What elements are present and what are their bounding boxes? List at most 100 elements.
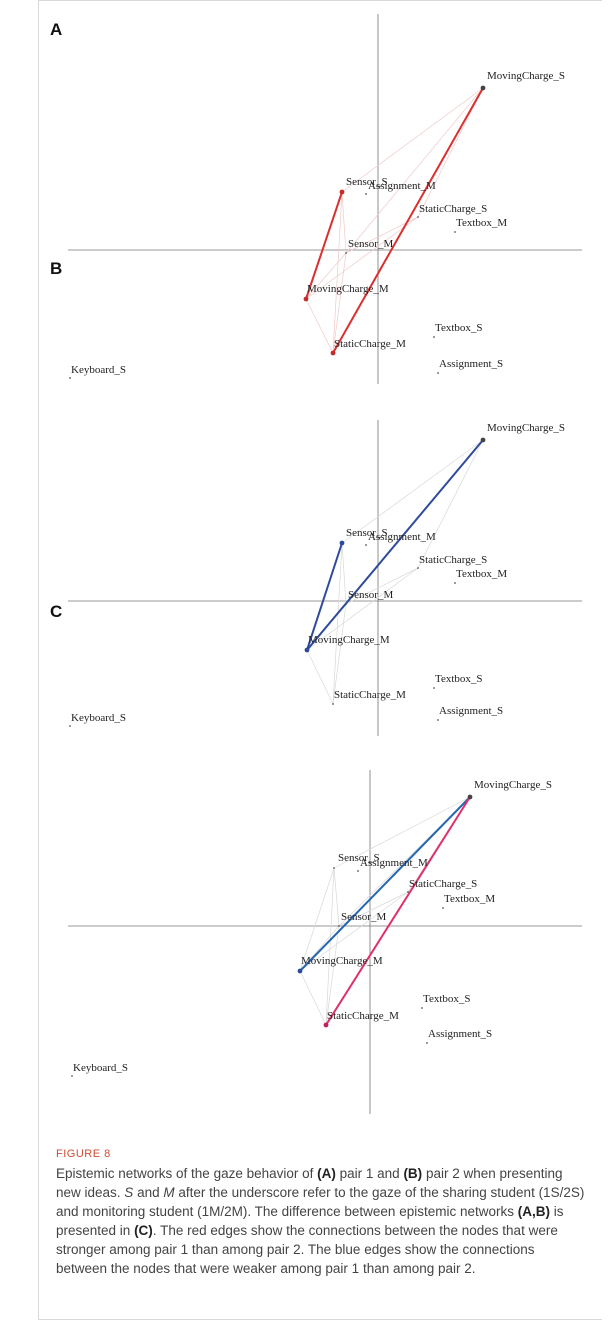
node-label: MovingCharge_S <box>487 422 565 434</box>
panel-letter-c: C <box>50 602 63 621</box>
caption-part: (A) <box>317 1166 336 1181</box>
node-label: Textbox_S <box>435 673 483 685</box>
network-edge-faint <box>332 191 343 354</box>
network-edge-faint <box>333 867 340 927</box>
network-edge-faint <box>341 87 484 193</box>
network-edge-faint <box>325 867 335 1026</box>
network-node <box>437 372 439 374</box>
panel-letter-a: A <box>50 20 63 39</box>
network-edge-faint <box>305 252 347 300</box>
caption-part: pair 1 and <box>335 1166 404 1181</box>
network-edge-strong <box>306 542 343 651</box>
node-label: Sensor_S <box>346 176 388 188</box>
node-label: StaticCharge_M <box>327 1010 399 1022</box>
network-edge-strong <box>325 796 471 1026</box>
network-node <box>71 1075 73 1077</box>
network-node <box>426 1042 428 1044</box>
network-node <box>304 647 310 653</box>
epistemic-network-diagram: MovingCharge_SSensor_SAssignment_MStatic… <box>68 14 582 1114</box>
network-edge-faint <box>325 925 340 1026</box>
network-node <box>407 891 409 893</box>
network-edge-faint <box>341 542 347 605</box>
network-edge-faint <box>341 191 347 254</box>
network-edge-faint <box>299 891 409 972</box>
network-node <box>433 336 435 338</box>
network-edge-faint <box>305 298 334 354</box>
caption-part: after the underscore refer to the gaze o… <box>56 1185 585 1219</box>
network-node <box>69 725 71 727</box>
network-node <box>421 1007 423 1009</box>
network-node <box>332 703 334 705</box>
network-edge-faint <box>417 87 484 218</box>
node-label: Sensor_M <box>348 589 393 601</box>
network-node <box>339 189 345 195</box>
network-node <box>454 582 456 584</box>
network-node <box>365 193 367 195</box>
network-node <box>480 437 486 443</box>
node-label: StaticCharge_M <box>334 689 406 701</box>
network-node <box>69 377 71 379</box>
network-edge-faint <box>332 603 347 705</box>
network-node <box>417 216 419 218</box>
network-edge-faint <box>345 567 419 605</box>
node-label: Keyboard_S <box>73 1062 128 1074</box>
caption-part: and <box>133 1185 164 1200</box>
network-node <box>357 870 359 872</box>
network-edge-faint <box>299 867 335 972</box>
node-label: Textbox_M <box>456 568 507 580</box>
network-node <box>345 252 347 254</box>
caption-part: (A,B) <box>517 1204 550 1219</box>
network-edge-faint <box>417 439 484 569</box>
node-label: Assignment_S <box>439 705 503 717</box>
caption-part: (B) <box>403 1166 423 1181</box>
network-node <box>433 687 435 689</box>
caption-part: S <box>124 1185 134 1200</box>
node-label: StaticCharge_S <box>419 203 487 215</box>
network-edge-faint <box>332 252 347 354</box>
caption-part: Epistemic networks of the gaze behavior … <box>56 1166 318 1181</box>
node-label: Textbox_S <box>423 993 471 1005</box>
node-label: StaticCharge_S <box>419 554 487 566</box>
node-label: StaticCharge_S <box>409 878 477 890</box>
node-label: Sensor_M <box>348 238 393 250</box>
node-label: Assignment_M <box>368 180 436 192</box>
network-node <box>480 85 486 91</box>
figure-label: FIGURE 8 <box>56 1148 111 1160</box>
node-label: MovingCharge_M <box>301 955 383 967</box>
network-edge-faint <box>333 796 471 869</box>
network-node <box>303 296 309 302</box>
node-label: Textbox_M <box>456 217 507 229</box>
network-node <box>333 867 335 869</box>
network-edge-faint <box>345 87 484 254</box>
node-label: Assignment_M <box>368 531 436 543</box>
network-node <box>437 719 439 721</box>
network-edge-faint <box>306 567 419 651</box>
network-edge-faint <box>305 216 419 300</box>
node-label: Sensor_M <box>341 911 386 923</box>
node-label: MovingCharge_M <box>307 283 389 295</box>
network-node <box>338 925 340 927</box>
caption-part: pair 2 when presenting new ideas. <box>56 1166 563 1200</box>
caption-text: Epistemic networks of the gaze behavior … <box>56 1164 586 1278</box>
node-label: Keyboard_S <box>71 364 126 376</box>
network-node <box>442 907 444 909</box>
network-edge-faint <box>341 439 484 544</box>
network-edge-strong <box>305 191 343 300</box>
figure-caption: FIGURE 8 Epistemic networks of the gaze … <box>56 1148 586 1278</box>
node-label: MovingCharge_S <box>487 70 565 82</box>
network-node <box>365 544 367 546</box>
node-label: MovingCharge_S <box>474 779 552 791</box>
network-edge-faint <box>332 542 343 705</box>
caption-part: . The red edges show the connections bet… <box>56 1223 558 1276</box>
caption-part: M <box>163 1185 175 1200</box>
node-label: StaticCharge_M <box>334 338 406 350</box>
node-label: Textbox_M <box>444 893 495 905</box>
network-edge-strong <box>299 796 471 972</box>
network-edge-faint <box>299 970 327 1026</box>
node-label: Assignment_S <box>439 358 503 370</box>
node-label: Sensor_S <box>346 527 388 539</box>
network-node <box>454 231 456 233</box>
caption-part: is presented in <box>56 1204 564 1238</box>
network-edge-strong <box>332 87 484 354</box>
node-label: MovingCharge_M <box>308 634 390 646</box>
